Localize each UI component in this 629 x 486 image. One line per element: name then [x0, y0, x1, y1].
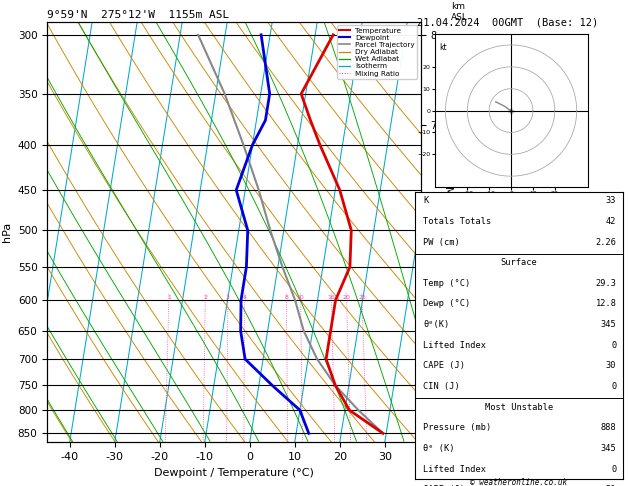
Text: © weatheronline.co.uk: © weatheronline.co.uk [470, 478, 567, 486]
Text: 33: 33 [606, 196, 616, 205]
Text: Temp (°C): Temp (°C) [423, 279, 470, 288]
Text: Lifted Index: Lifted Index [423, 341, 486, 350]
Text: 42: 42 [606, 217, 616, 226]
Text: 29.3: 29.3 [596, 279, 616, 288]
Legend: Temperature, Dewpoint, Parcel Trajectory, Dry Adiabat, Wet Adiabat, Isotherm, Mi: Temperature, Dewpoint, Parcel Trajectory… [337, 25, 417, 79]
Text: θᵉ (K): θᵉ (K) [423, 444, 455, 453]
Text: PW (cm): PW (cm) [423, 238, 460, 246]
Text: 8: 8 [284, 295, 288, 300]
Y-axis label: Mixing Ratio (g/kg): Mixing Ratio (g/kg) [443, 186, 454, 278]
Text: 345: 345 [601, 320, 616, 329]
Text: Most Unstable: Most Unstable [485, 403, 553, 412]
Text: 2: 2 [203, 295, 207, 300]
Text: CIN (J): CIN (J) [423, 382, 460, 391]
Text: Totals Totals: Totals Totals [423, 217, 492, 226]
Text: Pressure (mb): Pressure (mb) [423, 423, 492, 433]
Text: Lifted Index: Lifted Index [423, 465, 486, 474]
Text: 0: 0 [611, 382, 616, 391]
Text: CAPE (J): CAPE (J) [423, 362, 465, 370]
Text: 345: 345 [601, 444, 616, 453]
Text: Dewp (°C): Dewp (°C) [423, 299, 470, 309]
Text: 12.8: 12.8 [596, 299, 616, 309]
Text: 16: 16 [328, 295, 335, 300]
Text: 25: 25 [358, 295, 366, 300]
Text: 21.04.2024  00GMT  (Base: 12): 21.04.2024 00GMT (Base: 12) [417, 17, 598, 27]
Text: 2.26: 2.26 [596, 238, 616, 246]
Text: 1: 1 [167, 295, 170, 300]
Text: kt: kt [439, 43, 447, 52]
Text: LCL: LCL [425, 355, 438, 364]
Text: 4: 4 [242, 295, 247, 300]
Text: K: K [423, 196, 429, 205]
Text: 9°59'N  275°12'W  1155m ASL: 9°59'N 275°12'W 1155m ASL [47, 10, 230, 20]
Text: θᵉ(K): θᵉ(K) [423, 320, 450, 329]
Text: 0: 0 [611, 465, 616, 474]
Text: 3: 3 [226, 295, 230, 300]
Text: Surface: Surface [501, 258, 537, 267]
Text: 20: 20 [343, 295, 350, 300]
X-axis label: Dewpoint / Temperature (°C): Dewpoint / Temperature (°C) [154, 468, 314, 478]
Text: 888: 888 [601, 423, 616, 433]
Text: 10: 10 [297, 295, 304, 300]
Text: 30: 30 [606, 362, 616, 370]
Y-axis label: hPa: hPa [2, 222, 12, 242]
Text: 0: 0 [611, 341, 616, 350]
Text: km
ASL: km ASL [450, 2, 467, 22]
